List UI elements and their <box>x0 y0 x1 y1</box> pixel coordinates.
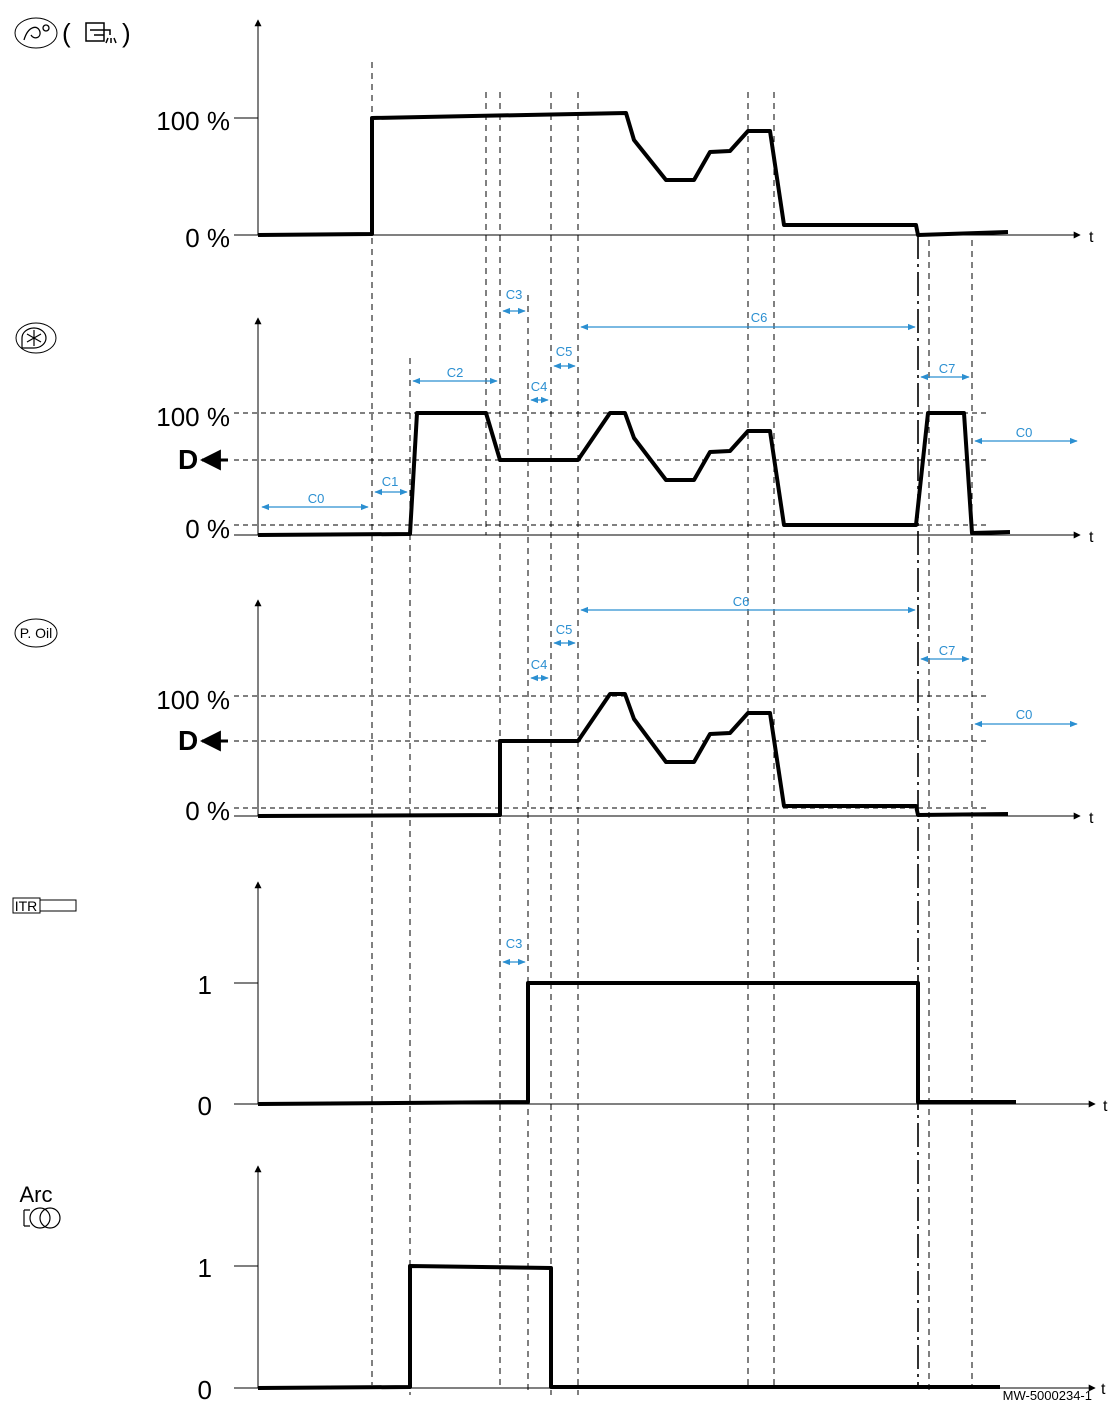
dim-label-c5: C5 <box>556 344 573 359</box>
oil-pump-signal <box>257 692 1009 818</box>
y-label-0: 0 <box>198 1091 212 1121</box>
dim-label-c6: C6 <box>733 594 750 609</box>
dim-label-c1: C1 <box>382 474 399 489</box>
dim-label-c4: C4 <box>531 657 548 672</box>
time-label: t <box>1101 1381 1106 1398</box>
y-label-100: 100 % <box>156 106 230 136</box>
dim-label-c2: C2 <box>447 365 464 380</box>
time-label: t <box>1089 229 1094 246</box>
figure-code: MW-5000234-1 <box>1003 1388 1092 1403</box>
fan-dimensions <box>261 307 1078 511</box>
y-label-0: 0 % <box>185 514 230 544</box>
y-label-100: 100 % <box>156 685 230 715</box>
dim-label-c0: C0 <box>308 491 325 506</box>
y-label-0: 0 % <box>185 796 230 826</box>
fan-icon <box>21 327 47 349</box>
panel-oil-pump: P. Oil 100 % 0 % D t C4 C5 C6 C7 C0 <box>14 594 1094 827</box>
oil-dimensions <box>530 606 1078 728</box>
fan-signal <box>257 411 1011 537</box>
arc-signal <box>257 1264 1000 1390</box>
transformer-icon <box>23 1207 61 1229</box>
time-label: t <box>1089 810 1094 827</box>
y-label-0: 0 % <box>185 223 230 253</box>
bracket-open: ( <box>62 18 71 48</box>
panel-gas-valve: ( ) 100 % 0 % t <box>14 17 1094 253</box>
time-label: t <box>1103 1098 1108 1115</box>
dim-label-c4: C4 <box>531 379 548 394</box>
gas-valve-icon <box>23 24 50 41</box>
d-level-label: D <box>178 725 198 756</box>
panel-arc: Arc 1 0 t MW-5000234-1 <box>20 1165 1106 1405</box>
time-label: t <box>1089 529 1094 546</box>
d-level-label: D <box>178 444 198 475</box>
y-label-100: 100 % <box>156 402 230 432</box>
burner-icon <box>85 22 117 44</box>
dim-label-c0-end: C0 <box>1016 425 1033 440</box>
panel-itr: ITR 1 0 t C3 <box>12 881 1108 1121</box>
dim-label-c7: C7 <box>939 361 956 376</box>
gas-valve-signal <box>257 111 1009 237</box>
dim-label-c3: C3 <box>506 936 523 951</box>
itr-signal <box>257 981 1016 1106</box>
dim-label-c3: C3 <box>506 287 523 302</box>
timing-guides <box>371 62 973 1395</box>
arc-label: Arc <box>20 1182 53 1207</box>
oil-pump-label: P. Oil <box>20 625 52 641</box>
y-label-0: 0 <box>198 1375 212 1405</box>
y-label-1: 1 <box>198 970 212 1000</box>
gas-valve-icon-frame <box>14 17 58 49</box>
fan-icon-frame <box>15 322 57 354</box>
oil-pump-icon-frame <box>14 618 58 648</box>
panel-fan: 100 % 0 % D t C0 C1 C2 C3 C4 C5 C6 C7 C0 <box>15 287 1094 546</box>
itr-label: ITR <box>15 898 38 914</box>
dim-label-c7: C7 <box>939 643 956 658</box>
bracket-close: ) <box>122 18 131 48</box>
dim-label-c0-end: C0 <box>1016 707 1033 722</box>
y-label-1: 1 <box>198 1253 212 1283</box>
itr-icon-tail <box>39 899 77 912</box>
dim-label-c5: C5 <box>556 622 573 637</box>
dim-label-c6: C6 <box>751 310 768 325</box>
